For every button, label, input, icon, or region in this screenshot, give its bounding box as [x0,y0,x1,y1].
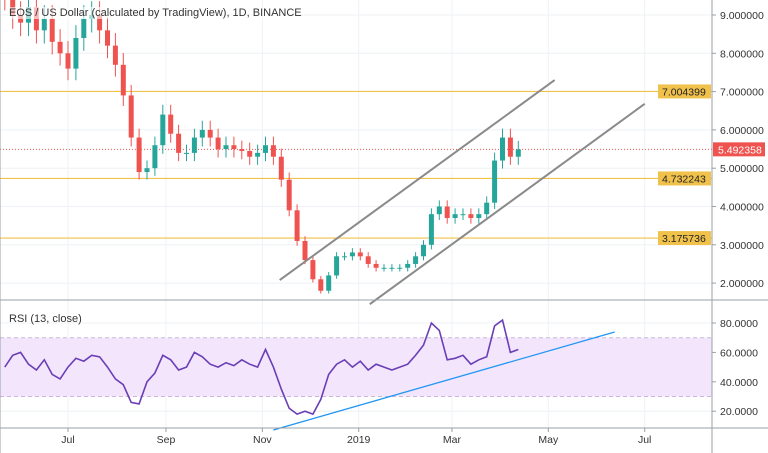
level-label: 3.175736 [662,233,706,245]
candle [310,260,316,280]
candle [239,149,245,151]
candle [452,214,458,218]
rsi-band [0,337,712,397]
time-tick-label: Nov [253,434,272,446]
time-tick-label: 2019 [347,434,371,446]
candle [413,256,419,264]
candle [326,275,332,291]
candle [468,214,474,218]
candle [318,279,324,291]
candle [334,256,340,276]
candle [357,252,363,257]
candle [97,15,103,31]
channel-line [279,79,556,281]
candle [492,160,498,203]
candle [207,129,213,138]
candle [223,145,229,150]
candle [112,45,118,65]
candle [152,145,158,169]
candle [176,133,182,153]
price-tick-label: 8.000000 [720,48,764,60]
candle [57,41,63,54]
time-tick-label: Sep [157,434,176,446]
level-label: 4.732243 [662,173,706,185]
candle [484,202,490,215]
candle [507,137,513,157]
time-tick-label: Jul [638,434,651,446]
candle [144,168,150,173]
candle [120,64,126,96]
candle [476,214,482,218]
price-tick-label: 3.000000 [720,240,764,252]
last-price-label: 5.492358 [718,144,762,156]
candle [389,267,395,269]
rsi-tick-label: 20.0000 [720,406,758,418]
candle [515,149,521,157]
candle [381,267,387,269]
candle [65,53,71,69]
candle [128,95,134,138]
candle [105,30,110,46]
candle [215,137,221,150]
candle [342,256,347,258]
candle [428,214,434,245]
price-tick-label: 5.000000 [720,163,764,175]
candle [460,214,466,216]
rsi-line [4,318,519,416]
channel-line [369,103,646,305]
price-tick-label: 2.000000 [720,278,764,290]
candle [278,156,284,180]
price-tick-label: 9.000000 [720,10,764,22]
price-axis-bg [712,0,768,453]
candle [421,244,426,257]
price-tick-label: 4.000000 [720,202,764,214]
time-tick-label: Jul [61,434,74,446]
candle [255,152,261,157]
candle [231,145,237,150]
candle [168,114,174,134]
candle [373,263,379,268]
candle [199,129,205,138]
candle [397,267,403,269]
rsi-tick-label: 40.0000 [720,377,758,389]
candle [49,18,55,42]
candle [41,18,47,31]
rsi-trend-line [273,331,615,431]
candle [286,179,292,211]
level-label-bg [658,84,711,99]
candle [270,145,276,157]
candle [263,145,268,153]
price-tick-label: 7.000000 [720,87,764,99]
candle [191,137,197,153]
level-label-bg [658,171,711,186]
candle [160,114,166,146]
candle [81,18,87,38]
candle [444,206,450,218]
candle [500,137,505,161]
candle [349,252,355,257]
candle [73,37,79,69]
candle [365,256,371,264]
candle [184,152,189,154]
last-price-label-bg [713,142,765,157]
time-tick-label: Mar [443,434,462,446]
rsi-tick-label: 80.0000 [720,318,758,330]
candle [247,150,253,157]
rsi-tick-label: 60.0000 [720,347,758,359]
level-label-bg [658,231,711,246]
candle [136,137,142,173]
chart-title: EOS / US Dollar (calculated by TradingVi… [9,7,302,19]
candle [405,263,411,268]
candle [436,206,442,215]
candle [294,210,300,241]
price-tick-label: 6.000000 [720,125,764,137]
level-label: 7.004399 [662,86,706,98]
time-tick-label: May [538,434,559,446]
rsi-title: RSI (13, close) [9,313,82,325]
candle [302,240,308,261]
